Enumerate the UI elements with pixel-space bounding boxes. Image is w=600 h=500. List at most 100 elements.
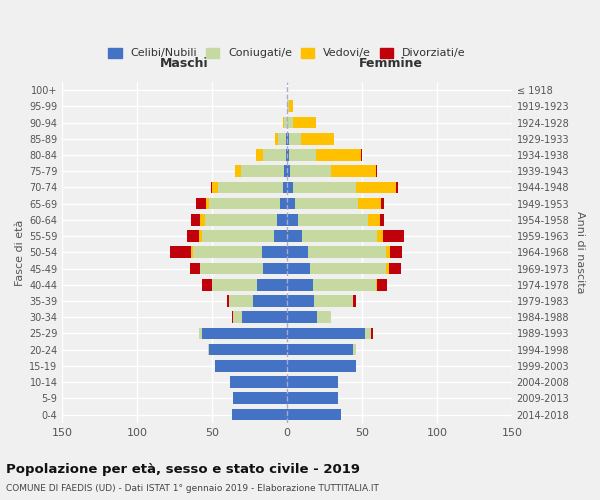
- Bar: [286, 149, 287, 161]
- Bar: [200, 262, 263, 274]
- Bar: [286, 133, 287, 144]
- Bar: [287, 392, 338, 404]
- Bar: [212, 279, 257, 290]
- Bar: [256, 149, 263, 161]
- Bar: [383, 230, 404, 242]
- Bar: [289, 133, 301, 144]
- Bar: [314, 295, 353, 307]
- Bar: [235, 166, 241, 177]
- Bar: [257, 279, 287, 290]
- Bar: [361, 149, 362, 161]
- Text: Femmine: Femmine: [358, 57, 422, 70]
- Bar: [209, 344, 287, 356]
- Bar: [232, 408, 287, 420]
- Bar: [287, 198, 295, 209]
- Bar: [295, 198, 358, 209]
- Bar: [298, 214, 368, 226]
- Y-axis label: Fasce di età: Fasce di età: [15, 219, 25, 286]
- Bar: [206, 198, 209, 209]
- Text: Popolazione per età, sesso e stato civile - 2019: Popolazione per età, sesso e stato civil…: [6, 462, 360, 475]
- Bar: [287, 100, 289, 112]
- Bar: [283, 182, 287, 194]
- Bar: [187, 230, 199, 242]
- Bar: [202, 230, 274, 242]
- Bar: [308, 246, 386, 258]
- Bar: [202, 279, 212, 290]
- Bar: [302, 230, 377, 242]
- Bar: [280, 198, 287, 209]
- Bar: [331, 166, 376, 177]
- Bar: [287, 149, 289, 161]
- Bar: [353, 344, 356, 356]
- Bar: [301, 133, 334, 144]
- Legend: Celibi/Nubili, Coniugati/e, Vedovi/e, Divorziati/e: Celibi/Nubili, Coniugati/e, Vedovi/e, Di…: [104, 44, 470, 63]
- Bar: [232, 312, 233, 323]
- Bar: [380, 214, 385, 226]
- Bar: [191, 246, 193, 258]
- Bar: [287, 230, 302, 242]
- Bar: [287, 295, 314, 307]
- Bar: [287, 262, 310, 274]
- Bar: [202, 328, 287, 340]
- Bar: [190, 262, 200, 274]
- Bar: [205, 214, 277, 226]
- Bar: [287, 116, 293, 128]
- Bar: [287, 166, 290, 177]
- Bar: [211, 182, 212, 194]
- Bar: [287, 133, 289, 144]
- Text: Maschi: Maschi: [160, 57, 208, 70]
- Bar: [209, 198, 280, 209]
- Bar: [317, 312, 331, 323]
- Bar: [391, 246, 403, 258]
- Bar: [365, 328, 371, 340]
- Bar: [368, 214, 380, 226]
- Bar: [284, 116, 287, 128]
- Bar: [278, 133, 286, 144]
- Bar: [287, 408, 341, 420]
- Bar: [397, 182, 398, 194]
- Bar: [242, 312, 287, 323]
- Bar: [241, 166, 284, 177]
- Bar: [253, 295, 287, 307]
- Bar: [377, 230, 383, 242]
- Bar: [356, 182, 397, 194]
- Bar: [316, 149, 361, 161]
- Bar: [353, 295, 356, 307]
- Bar: [284, 166, 287, 177]
- Bar: [313, 279, 376, 290]
- Bar: [191, 214, 200, 226]
- Bar: [293, 182, 356, 194]
- Bar: [215, 360, 287, 372]
- Bar: [263, 262, 287, 274]
- Bar: [230, 376, 287, 388]
- Bar: [275, 133, 278, 144]
- Bar: [287, 214, 298, 226]
- Bar: [229, 295, 253, 307]
- Bar: [196, 198, 206, 209]
- Bar: [200, 214, 205, 226]
- Bar: [310, 262, 386, 274]
- Bar: [287, 328, 365, 340]
- Bar: [289, 100, 293, 112]
- Bar: [199, 328, 202, 340]
- Bar: [377, 279, 388, 290]
- Bar: [277, 214, 287, 226]
- Bar: [287, 246, 308, 258]
- Bar: [389, 262, 401, 274]
- Bar: [199, 230, 202, 242]
- Bar: [274, 230, 287, 242]
- Bar: [170, 246, 191, 258]
- Bar: [287, 279, 313, 290]
- Y-axis label: Anni di nascita: Anni di nascita: [575, 211, 585, 294]
- Bar: [289, 149, 316, 161]
- Bar: [386, 262, 389, 274]
- Bar: [193, 246, 262, 258]
- Bar: [382, 198, 385, 209]
- Bar: [287, 360, 356, 372]
- Bar: [293, 116, 316, 128]
- Bar: [212, 182, 218, 194]
- Bar: [287, 182, 293, 194]
- Bar: [208, 344, 209, 356]
- Bar: [371, 328, 373, 340]
- Bar: [358, 198, 382, 209]
